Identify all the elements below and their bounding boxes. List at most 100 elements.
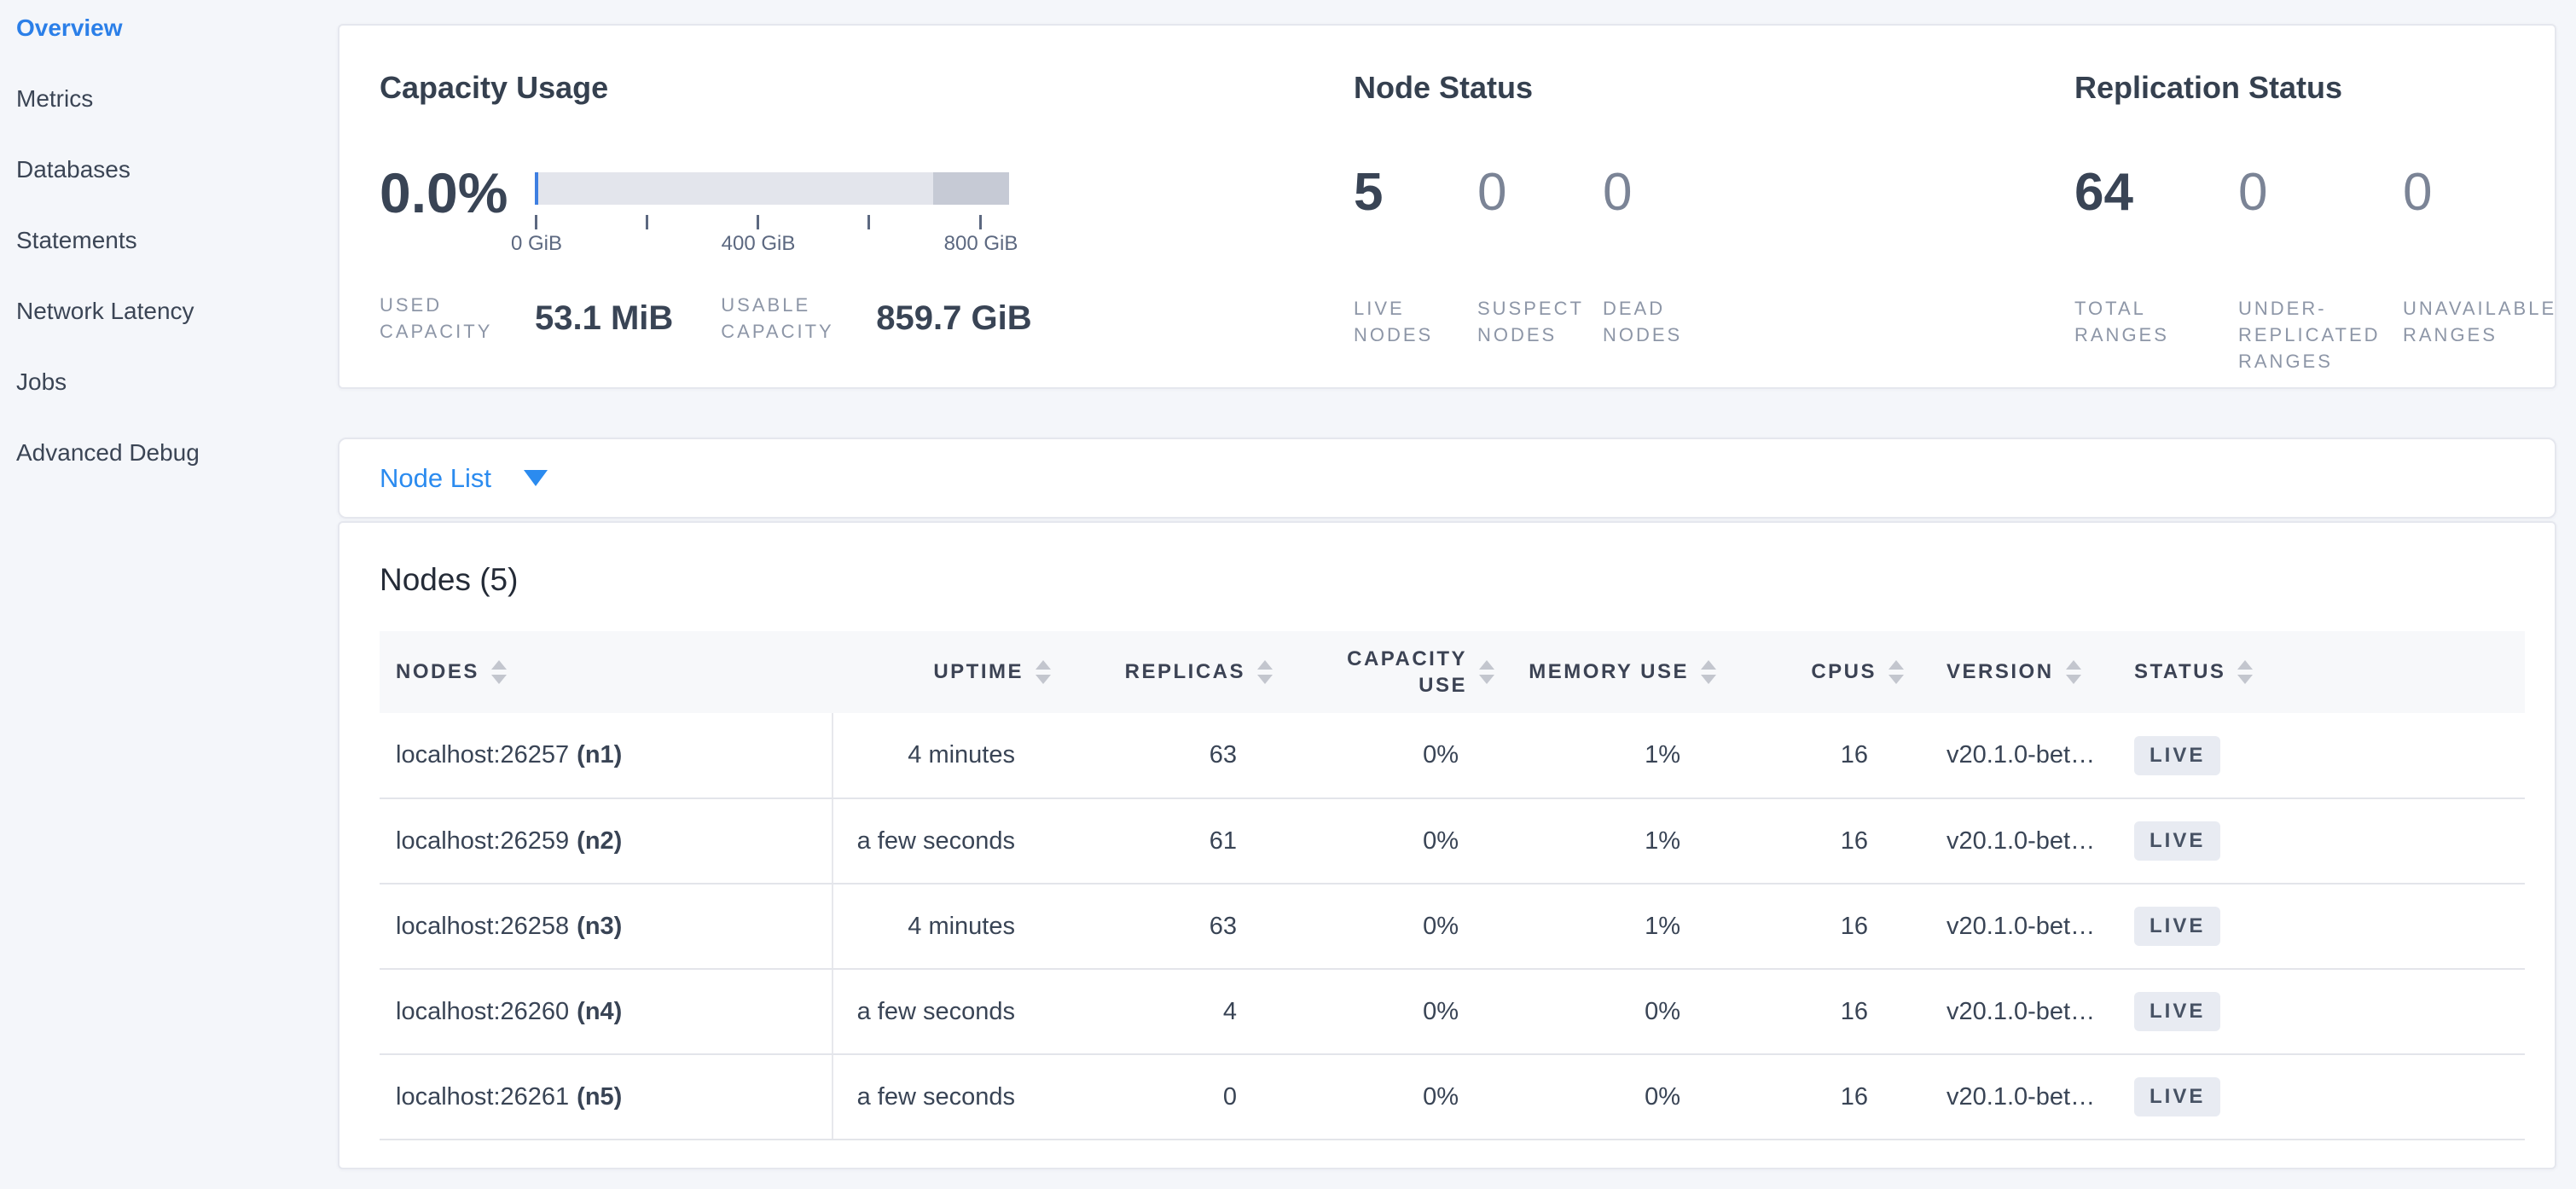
uptime-cell: a few seconds <box>833 798 1068 884</box>
sidebar-item-metrics[interactable]: Metrics <box>16 85 94 112</box>
dead-nodes-label: DEAD NODES <box>1603 298 1683 345</box>
column-header-memory-use[interactable]: MEMORY USE <box>1511 631 1733 713</box>
capacity-axis-tick <box>535 215 537 229</box>
sort-icon[interactable] <box>2065 660 2081 684</box>
sort-icon[interactable] <box>2237 660 2254 684</box>
capacity-axis-label: 0 GiB <box>510 232 563 255</box>
capacity-usage-bar <box>535 172 1009 205</box>
sort-icon[interactable] <box>1701 660 1716 684</box>
capacity-usage-title: Capacity Usage <box>380 70 609 105</box>
sort-icon[interactable] <box>1479 660 1494 684</box>
sidebar-item-statements[interactable]: Statements <box>16 227 137 253</box>
capacity-use-cell: 0% <box>1290 713 1511 799</box>
memory-use-cell: 1% <box>1511 713 1733 799</box>
capacity-used-percent: 0.0% <box>380 161 508 224</box>
version-cell: v20.1.0-bet… <box>1921 884 2117 970</box>
cluster-summary-card: Capacity Usage 0.0% 0 GiB 400 GiB 800 Gi… <box>338 24 2556 389</box>
column-header-label: UPTIME <box>933 660 1024 683</box>
table-row[interactable]: localhost:26261 (n5) a few seconds 0 0% 0… <box>380 1054 2525 1140</box>
sidebar-item-databases[interactable]: Databases <box>16 156 131 183</box>
table-row[interactable]: localhost:26260 (n4) a few seconds 4 0% 0… <box>380 969 2525 1055</box>
unavailable-ranges-value: 0 <box>2403 163 2433 222</box>
node-address-cell: localhost:26258 (n3) <box>380 884 833 970</box>
column-header-cpus[interactable]: CPUS <box>1733 631 1921 713</box>
sidebar-item-jobs[interactable]: Jobs <box>16 368 67 395</box>
replicas-cell: 61 <box>1068 798 1290 884</box>
usable-capacity-stat: USABLE CAPACITY 859.7 GiB <box>721 292 1031 345</box>
capacity-axis-tick <box>757 215 759 229</box>
node-status-section: Node Status 5 LIVE NODES 0 SUSPECT NODES… <box>1354 26 2053 387</box>
node-list-dropdown-label: Node List <box>380 462 491 493</box>
sort-icon[interactable] <box>1888 660 1904 684</box>
nodes-table-card: Nodes (5) NODES UPTIME REPLICAS CAPACITY… <box>338 521 2556 1169</box>
column-header-capacity-use[interactable]: CAPACITY USE <box>1290 631 1511 713</box>
node-list-selector-card: Node List <box>338 438 2556 519</box>
suspect-nodes-stat: 0 SUSPECT NODES <box>1477 160 1603 348</box>
capacity-use-cell: 0% <box>1290 1054 1511 1140</box>
node-address: localhost:26260 <box>396 997 570 1025</box>
sort-icon[interactable] <box>1036 660 1051 684</box>
node-address: localhost:26259 <box>396 826 570 855</box>
memory-use-cell: 0% <box>1511 1054 1733 1140</box>
column-header-status[interactable]: STATUS <box>2117 631 2525 713</box>
capacity-use-cell: 0% <box>1290 798 1511 884</box>
node-list-dropdown[interactable]: Node List <box>380 439 548 517</box>
node-id: (n2) <box>577 826 623 855</box>
live-nodes-stat: 5 LIVE NODES <box>1354 160 1477 348</box>
sidebar-item-advanced-debug[interactable]: Advanced Debug <box>16 439 200 466</box>
column-header-label: REPLICAS <box>1124 660 1245 683</box>
column-header-uptime[interactable]: UPTIME <box>833 631 1068 713</box>
sidebar: Overview Metrics Databases Statements Ne… <box>0 0 338 1189</box>
replicas-cell: 63 <box>1068 884 1290 970</box>
uptime-cell: 4 minutes <box>833 713 1068 799</box>
table-row[interactable]: localhost:26257 (n1) 4 minutes 63 0% 1% 1… <box>380 713 2525 799</box>
memory-use-cell: 1% <box>1511 798 1733 884</box>
capacity-axis-tick <box>646 215 648 229</box>
sort-icon[interactable] <box>490 660 507 684</box>
capacity-bar-reserved-segment <box>933 172 1009 205</box>
capacity-stats: USED CAPACITY 53.1 MiB USABLE CAPACITY 8… <box>380 292 1032 345</box>
version-cell: v20.1.0-bet… <box>1921 969 2117 1055</box>
memory-use-cell: 0% <box>1511 969 1733 1055</box>
table-header-row: NODES UPTIME REPLICAS CAPACITY USE MEMOR… <box>380 631 2525 713</box>
chevron-down-icon <box>523 470 548 486</box>
used-capacity-stat: USED CAPACITY 53.1 MiB <box>380 292 673 345</box>
sidebar-item-overview[interactable]: Overview <box>16 14 123 41</box>
capacity-usage-section: Capacity Usage 0.0% 0 GiB 400 GiB 800 Gi… <box>380 26 1352 387</box>
total-ranges-stat: 64 TOTAL RANGES <box>2074 160 2238 374</box>
cpus-cell: 16 <box>1733 969 1921 1055</box>
cpus-cell: 16 <box>1733 884 1921 970</box>
used-capacity-value: 53.1 MiB <box>535 299 674 337</box>
column-header-version[interactable]: VERSION <box>1921 631 2117 713</box>
sidebar-item-network-latency[interactable]: Network Latency <box>16 298 194 324</box>
status-badge: LIVE <box>2134 821 2221 861</box>
capacity-use-cell: 0% <box>1290 969 1511 1055</box>
sort-icon[interactable] <box>1257 660 1273 684</box>
unavailable-ranges-label: UNAVAILABLE RANGES <box>2403 298 2557 345</box>
column-header-nodes[interactable]: NODES <box>380 631 833 713</box>
suspect-nodes-label: SUSPECT NODES <box>1477 298 1584 345</box>
column-header-replicas[interactable]: REPLICAS <box>1068 631 1290 713</box>
capacity-use-cell: 0% <box>1290 884 1511 970</box>
under-replicated-ranges-label: UNDER-REPLICATED RANGES <box>2238 298 2381 372</box>
status-cell: LIVE <box>2117 884 2525 970</box>
total-ranges-label: TOTAL RANGES <box>2074 298 2169 345</box>
column-header-label: CPUS <box>1811 660 1877 683</box>
node-address-cell: localhost:26260 (n4) <box>380 969 833 1055</box>
version-cell: v20.1.0-bet… <box>1921 713 2117 799</box>
unavailable-ranges-stat: 0 UNAVAILABLE RANGES <box>2403 160 2567 374</box>
status-cell: LIVE <box>2117 1054 2525 1140</box>
node-address: localhost:26257 <box>396 741 570 768</box>
memory-use-cell: 1% <box>1511 884 1733 970</box>
used-capacity-label: USED CAPACITY <box>380 294 493 342</box>
dead-nodes-stat: 0 DEAD NODES <box>1603 160 1726 348</box>
replicas-cell: 63 <box>1068 713 1290 799</box>
under-replicated-ranges-stat: 0 UNDER-REPLICATED RANGES <box>2238 160 2403 374</box>
live-nodes-label: LIVE NODES <box>1354 298 1434 345</box>
table-row[interactable]: localhost:26259 (n2) a few seconds 61 0% … <box>380 798 2525 884</box>
uptime-cell: a few seconds <box>833 1054 1068 1140</box>
replicas-cell: 4 <box>1068 969 1290 1055</box>
replication-status-title: Replication Status <box>2074 70 2343 105</box>
table-row[interactable]: localhost:26258 (n3) 4 minutes 63 0% 1% 1… <box>380 884 2525 970</box>
status-cell: LIVE <box>2117 713 2525 799</box>
